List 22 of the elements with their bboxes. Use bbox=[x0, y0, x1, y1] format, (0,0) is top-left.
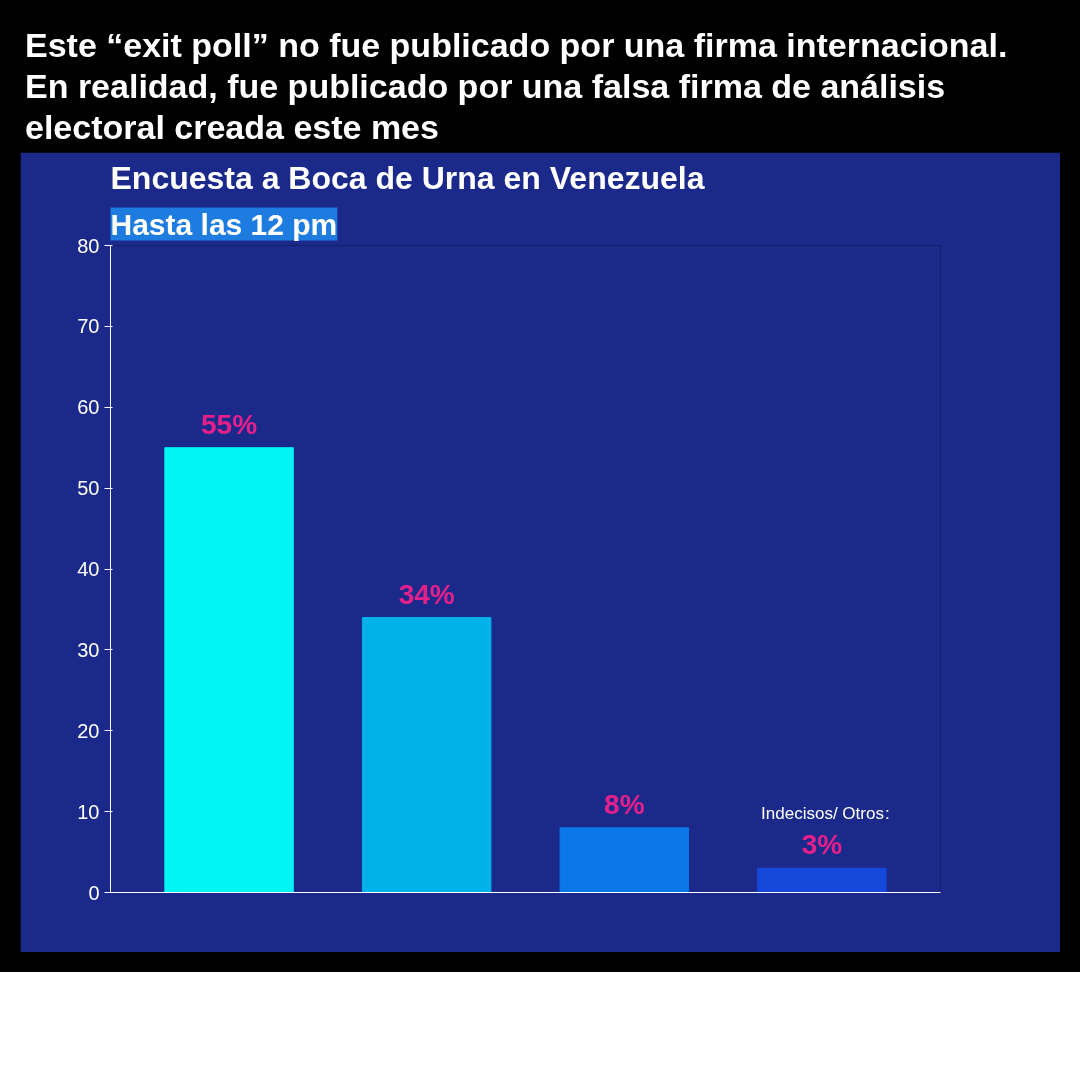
bar bbox=[757, 868, 887, 893]
x-tick-label: Indecisos/ Otros bbox=[761, 804, 884, 824]
bar bbox=[164, 447, 294, 893]
data-label: 3% bbox=[801, 829, 843, 861]
y-tick-label: 80 bbox=[77, 234, 100, 257]
data-label: 55% bbox=[201, 409, 258, 441]
annotation: : bbox=[884, 804, 890, 824]
chart-subtitle: Hasta las 12 pm bbox=[110, 207, 338, 241]
data-label: 8% bbox=[604, 789, 645, 821]
data-label: 34% bbox=[398, 578, 455, 610]
y-tick-label: 50 bbox=[77, 477, 100, 500]
bar bbox=[361, 617, 492, 893]
y-tick-label: 60 bbox=[77, 396, 100, 419]
chart-title: Encuesta a Boca de Urna en Venezuela bbox=[110, 159, 705, 196]
y-tick-label: 20 bbox=[77, 720, 100, 743]
y-tick-label: 40 bbox=[77, 558, 100, 581]
y-tick-label: 10 bbox=[77, 801, 100, 824]
bar bbox=[559, 827, 690, 893]
text: Este “exit poll” no fue publicado por una firma internacional. En realidad, fue publicado por una falsa firma de análisis electoral creada este mes bbox=[25, 25, 1009, 148]
y-tick-label: 70 bbox=[77, 315, 100, 338]
y-tick-label: 30 bbox=[77, 639, 100, 662]
y-tick-label: 0 bbox=[88, 881, 100, 904]
